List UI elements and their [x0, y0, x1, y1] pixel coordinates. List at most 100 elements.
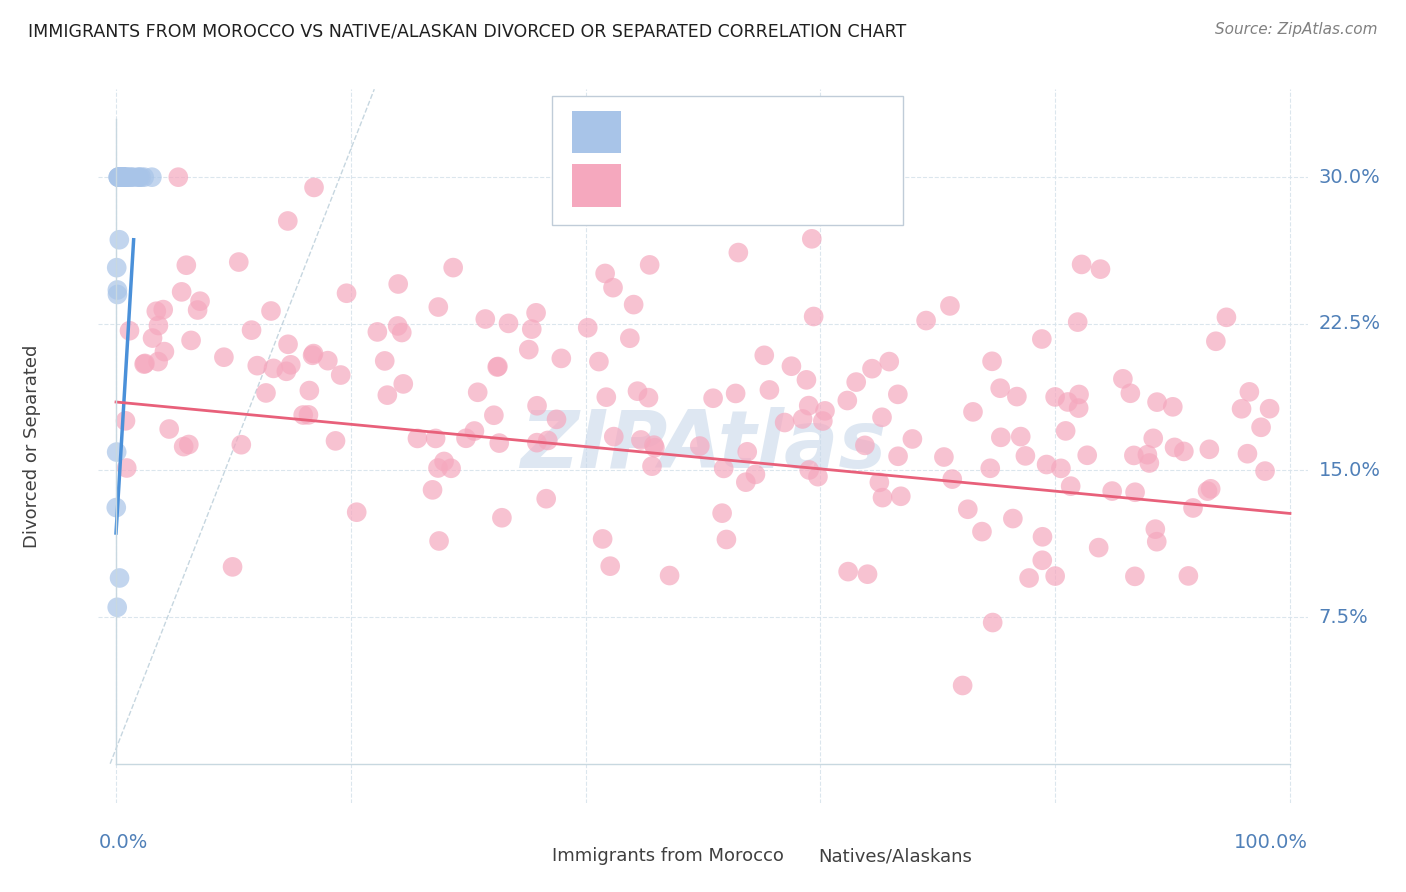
Point: [122, 170, 145, 185]
Point: [107, 170, 129, 185]
Point: [638, 258, 661, 272]
Point: [1119, 386, 1142, 401]
Point: [212, 350, 235, 364]
Point: [427, 533, 450, 548]
Point: [744, 467, 766, 482]
Point: [524, 306, 547, 320]
Point: [1054, 424, 1077, 438]
Point: [981, 354, 1004, 368]
Point: [576, 320, 599, 334]
Point: [837, 393, 859, 408]
Point: [366, 325, 388, 339]
Point: [1137, 456, 1160, 470]
Point: [153, 344, 176, 359]
Point: [807, 469, 830, 483]
Point: [890, 489, 912, 503]
Point: [148, 318, 170, 333]
Point: [112, 170, 135, 185]
Point: [1010, 429, 1032, 443]
Point: [637, 391, 659, 405]
Point: [1230, 401, 1253, 416]
Point: [1101, 484, 1123, 499]
Point: [1035, 458, 1057, 472]
Point: [111, 170, 134, 185]
Point: [346, 505, 368, 519]
Point: [134, 356, 156, 370]
Point: [837, 565, 859, 579]
Point: [780, 359, 803, 374]
Point: [592, 532, 614, 546]
Point: [1060, 479, 1083, 493]
Point: [441, 260, 464, 275]
Point: [868, 475, 890, 490]
Point: [1031, 530, 1053, 544]
Point: [170, 285, 193, 299]
Point: [623, 297, 645, 311]
Point: [602, 280, 624, 294]
Text: 7.5%: 7.5%: [1319, 607, 1368, 626]
Point: [713, 461, 735, 475]
Point: [1161, 400, 1184, 414]
Point: [111, 170, 134, 185]
Point: [860, 361, 883, 376]
Point: [1136, 448, 1159, 462]
Point: [187, 303, 209, 318]
Point: [167, 170, 190, 185]
Point: [619, 331, 641, 345]
Text: IMMIGRANTS FROM MOROCCO VS NATIVE/ALASKAN DIVORCED OR SEPARATED CORRELATION CHAR: IMMIGRANTS FROM MOROCCO VS NATIVE/ALASKA…: [28, 22, 907, 40]
Text: 0.0%: 0.0%: [98, 833, 148, 853]
Point: [387, 277, 409, 291]
Point: [105, 600, 128, 615]
Point: [491, 510, 513, 524]
Point: [467, 385, 489, 400]
Point: [626, 384, 648, 399]
Point: [644, 441, 666, 455]
Point: [188, 294, 211, 309]
Point: [1066, 315, 1088, 329]
Point: [758, 383, 780, 397]
Point: [1250, 420, 1272, 434]
Text: Divorced or Separated: Divorced or Separated: [22, 344, 41, 548]
Point: [180, 334, 202, 348]
Point: [887, 450, 910, 464]
Text: R =  0.349  N =  36: R = 0.349 N = 36: [636, 122, 859, 142]
Point: [105, 260, 128, 275]
Point: [952, 678, 974, 692]
Point: [643, 438, 665, 452]
Point: [526, 435, 548, 450]
Point: [734, 475, 756, 490]
Point: [128, 170, 150, 185]
Point: [111, 170, 134, 185]
Point: [641, 459, 664, 474]
Point: [939, 299, 962, 313]
Point: [792, 412, 814, 426]
Point: [537, 434, 560, 448]
Point: [301, 348, 323, 362]
Point: [689, 439, 711, 453]
Point: [374, 354, 396, 368]
Point: [145, 304, 167, 318]
Point: [988, 381, 1011, 395]
Point: [118, 170, 141, 185]
Point: [1254, 464, 1277, 478]
Point: [887, 387, 910, 401]
Point: [754, 348, 776, 362]
Point: [1173, 444, 1195, 458]
FancyBboxPatch shape: [572, 111, 621, 153]
Point: [110, 170, 132, 185]
Point: [105, 445, 128, 459]
Point: [474, 312, 496, 326]
Point: [112, 170, 135, 185]
Point: [108, 233, 131, 247]
Point: [1123, 485, 1146, 500]
Point: [173, 440, 195, 454]
Point: [599, 559, 621, 574]
Point: [932, 450, 955, 464]
Point: [724, 386, 747, 401]
Point: [1177, 569, 1199, 583]
Point: [329, 368, 352, 382]
Point: [134, 357, 156, 371]
Point: [1001, 511, 1024, 525]
Point: [901, 432, 924, 446]
Point: [546, 412, 568, 426]
